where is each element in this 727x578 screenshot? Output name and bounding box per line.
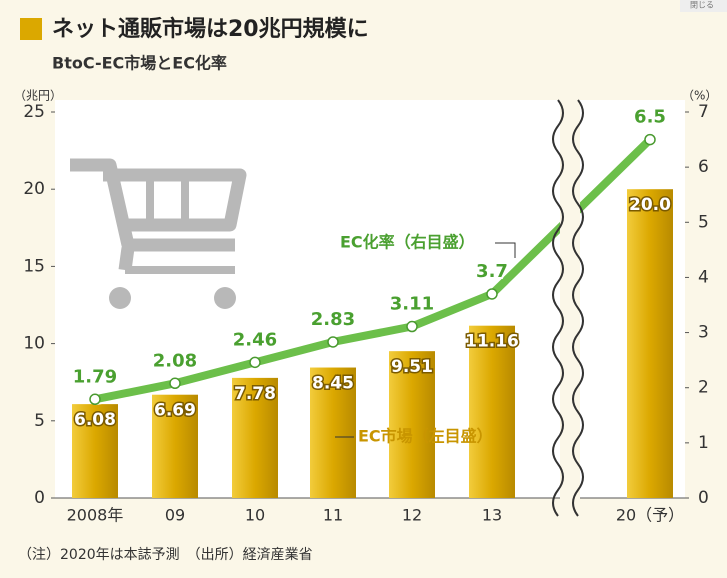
legend-label: EC化率（右目盛） <box>340 233 475 252</box>
y2-tick-label: 0 <box>698 488 709 508</box>
y2-tick-label: 1 <box>698 433 709 453</box>
line-value-label: 2.08 <box>153 350 197 371</box>
line-marker <box>406 320 418 333</box>
axis-break <box>560 100 580 520</box>
y2-tick-label: 5 <box>698 212 709 232</box>
chart-subtitle: BtoC-EC市場とEC化率 <box>52 54 227 73</box>
x-tick-label: 2008年 <box>67 506 124 525</box>
bar-value-label: 8.45 <box>312 374 354 394</box>
line-value-label: 1.79 <box>73 366 117 387</box>
y2-tick-label: 4 <box>698 267 709 287</box>
footnote: （注）2020年は本誌予測 （出所）経済産業省 <box>18 547 313 563</box>
x-tick-label: 20（予） <box>616 506 684 525</box>
y2-tick-label: 6 <box>698 157 709 177</box>
line-value-label: 3.11 <box>390 294 434 315</box>
bar-value-label: 11.16 <box>465 332 519 352</box>
bar <box>389 351 435 498</box>
title-marker <box>20 18 42 40</box>
bar <box>627 189 673 498</box>
cart-icon <box>70 158 247 309</box>
y-tick-label: 10 <box>23 334 45 354</box>
x-tick-label: 12 <box>402 506 422 525</box>
bar <box>152 394 198 498</box>
bar-value-label: 9.51 <box>391 357 433 377</box>
y-tick-label: 0 <box>34 488 45 508</box>
line-marker <box>327 336 339 348</box>
y2-tick-label: 7 <box>698 102 709 122</box>
y2-axis-label: （%） <box>682 89 717 103</box>
y2-tick-label: 2 <box>698 378 709 398</box>
bar <box>310 367 356 498</box>
close-label[interactable]: 閉じる <box>690 1 714 10</box>
bar-value-label: 7.78 <box>234 384 276 404</box>
y-tick-label: 5 <box>34 411 45 431</box>
bar-value-label: 20.0 <box>629 195 671 215</box>
y-axis-label: （兆円） <box>14 89 62 103</box>
y-tick-label: 20 <box>23 179 45 199</box>
axis-break-line <box>572 99 584 517</box>
line-marker <box>89 393 101 406</box>
line-marker <box>644 133 656 146</box>
legend-label: EC市場（左目盛） <box>358 427 493 446</box>
line-marker <box>486 288 498 300</box>
y-tick-label: 25 <box>23 102 45 122</box>
x-tick-label: 10 <box>245 506 265 525</box>
y-tick-label: 15 <box>23 256 45 276</box>
close-button[interactable] <box>680 0 727 12</box>
legend-leader <box>495 242 516 258</box>
bar <box>469 325 515 498</box>
y2-tick-label: 3 <box>698 323 709 343</box>
line-marker <box>249 356 261 369</box>
line-value-label: 6.5 <box>634 107 666 128</box>
bar-value-label: 6.08 <box>74 410 116 430</box>
axis-break-line <box>552 99 564 517</box>
bar-value-label: 6.69 <box>154 401 196 421</box>
line-value-label: 2.83 <box>311 309 355 330</box>
x-tick-label: 13 <box>482 506 502 525</box>
chart-title: ネット通販市場は20兆円規模に <box>52 16 369 42</box>
x-tick-label: 09 <box>165 506 185 525</box>
line-value-label: 2.46 <box>233 329 277 350</box>
bar <box>72 404 118 498</box>
bar <box>232 377 278 498</box>
line-marker <box>169 377 181 390</box>
line-value-label: 3.7 <box>476 261 508 282</box>
x-tick-label: 11 <box>323 506 343 525</box>
